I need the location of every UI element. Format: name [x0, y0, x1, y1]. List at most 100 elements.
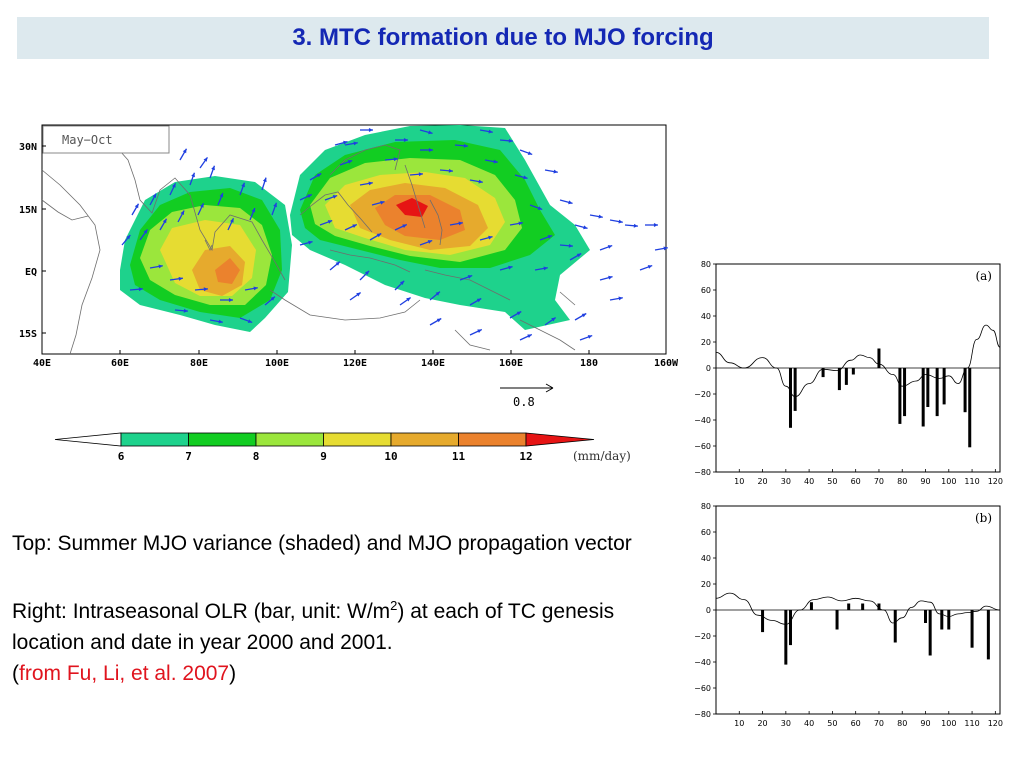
olr-bar	[940, 610, 944, 630]
caption: Top: Summer MJO variance (shaded) and MJ…	[12, 528, 652, 689]
lon-label: 80E	[190, 358, 208, 369]
olr-bar	[851, 368, 855, 375]
lon-label: 180	[580, 358, 598, 369]
olr-bar	[921, 368, 925, 427]
variance-shading-west	[120, 176, 292, 332]
olr-bar	[844, 368, 848, 385]
olr-bar	[877, 603, 881, 610]
olr-bar	[963, 368, 967, 413]
x-tick-label: 40	[804, 719, 814, 728]
colorbar-tick-label: 9	[320, 450, 327, 463]
x-tick-label: 50	[827, 477, 837, 486]
y-tick-label: 80	[701, 502, 711, 511]
colorbar-max-extension	[525, 432, 595, 447]
olr-curve	[715, 592, 1001, 625]
olr-bar-charts: 80 60 40 20 0 −20 −40 −60 −80 10 20 30 40 50 60 70 80 90 1…	[694, 260, 1003, 728]
lon-label: 100E	[265, 358, 289, 369]
olr-bar	[821, 368, 825, 378]
reference-vector-label: 0.8	[513, 395, 535, 409]
x-tick-label: 110	[964, 477, 979, 486]
olr-bar	[877, 348, 881, 368]
olr-bar	[788, 610, 792, 646]
y-tick-label: −60	[694, 442, 711, 451]
colorbar-box	[120, 432, 189, 447]
colorbar-tick-label: 11	[452, 450, 466, 463]
lon-label: 140E	[421, 358, 445, 369]
season-label-box	[42, 125, 170, 154]
olr-bar	[761, 610, 765, 633]
olr-bar	[793, 368, 797, 411]
olr-bar	[926, 368, 930, 407]
x-tick-label: 120	[988, 477, 1003, 486]
olr-bar	[942, 368, 946, 405]
x-tick-label: 90	[920, 719, 930, 728]
x-tick-label: 60	[851, 719, 861, 728]
longitude-labels: 40E 60E 80E 100E 120E 140E 160E 180 160W	[33, 350, 679, 369]
colorbar-min-extension	[54, 432, 122, 447]
y-tick-label: 40	[701, 554, 711, 563]
lon-label: 160W	[654, 358, 679, 369]
x-tick-label: 100	[941, 477, 956, 486]
y-tick-label: 80	[701, 260, 711, 269]
source-open-paren: (	[12, 662, 19, 685]
colorbar: 6 7 8 9 10 11 12 (mm/day)	[54, 432, 631, 463]
slide-title: 3. MTC formation due to MJO forcing	[292, 24, 714, 51]
lon-label: 120E	[343, 358, 367, 369]
caption-top: Top: Summer MJO variance (shaded) and MJ…	[12, 532, 632, 555]
olr-bar	[928, 610, 932, 656]
olr-bar	[924, 610, 928, 623]
colorbar-tick-label: 10	[384, 450, 397, 463]
x-tick-label: 10	[734, 477, 744, 486]
lat-label: 15N	[19, 205, 37, 216]
colorbar-box	[323, 432, 392, 447]
y-tick-label: 20	[701, 338, 711, 347]
x-tick-label: 120	[988, 719, 1003, 728]
colorbar-box	[188, 432, 257, 447]
caption-right-prefix: Right: Intraseasonal OLR (bar, unit: W/m	[12, 600, 391, 623]
colorbar-tick-label: 7	[185, 450, 192, 463]
olr-bar	[835, 610, 839, 630]
olr-bar	[809, 602, 813, 610]
x-tick-label: 10	[734, 719, 744, 728]
y-tick-label: −80	[694, 710, 711, 719]
olr-bar	[968, 368, 972, 448]
olr-bar	[935, 368, 939, 417]
x-tick-label: 100	[941, 719, 956, 728]
olr-bar	[837, 368, 841, 391]
x-tick-label: 40	[804, 477, 814, 486]
y-tick-label: −20	[694, 632, 711, 641]
panel-label: (b)	[975, 511, 992, 525]
x-tick-label: 20	[757, 719, 767, 728]
olr-bar	[788, 368, 792, 428]
y-tick-label: 0	[706, 606, 711, 615]
colorbar-tick-label: 8	[253, 450, 260, 463]
variance-shading-east	[290, 125, 590, 330]
x-tick-label: 30	[781, 477, 791, 486]
x-tick-label: 30	[781, 719, 791, 728]
x-tick-label: 50	[827, 719, 837, 728]
y-tick-label: 60	[701, 286, 711, 295]
lat-label: 30N	[19, 142, 37, 153]
x-tick-label: 90	[920, 477, 930, 486]
olr-chart-a: 80 60 40 20 0 −20 −40 −60 −80 10 20 30 40 50 60 70 80 90 1…	[694, 260, 1003, 486]
y-tick-label: 20	[701, 580, 711, 589]
y-tick-label: −40	[694, 658, 711, 667]
y-tick-label: 40	[701, 312, 711, 321]
title-bar: 3. MTC formation due to MJO forcing	[17, 17, 989, 59]
colorbar-box	[390, 432, 459, 447]
olr-bar	[970, 610, 974, 648]
colorbar-tick-label: 12	[519, 450, 532, 463]
latitude-labels: 30N 15N EQ 15S	[19, 142, 46, 340]
x-tick-label: 70	[874, 719, 884, 728]
y-tick-label: −20	[694, 390, 711, 399]
olr-bar	[903, 368, 907, 417]
colorbar-box	[255, 432, 324, 447]
lon-label: 40E	[33, 358, 51, 369]
caption-right: Right: Intraseasonal OLR (bar, unit: W/m…	[12, 590, 652, 689]
source-citation: from Fu, Li, et al. 2007	[19, 662, 230, 685]
olr-chart-b: 80 60 40 20 0 −20 −40 −60 −80 10 20 30 40 50 60 70 80 90 1…	[694, 502, 1003, 728]
y-tick-label: 0	[706, 364, 711, 373]
x-tick-label: 80	[897, 477, 907, 486]
y-tick-label: −60	[694, 684, 711, 693]
olr-bar	[898, 368, 902, 424]
